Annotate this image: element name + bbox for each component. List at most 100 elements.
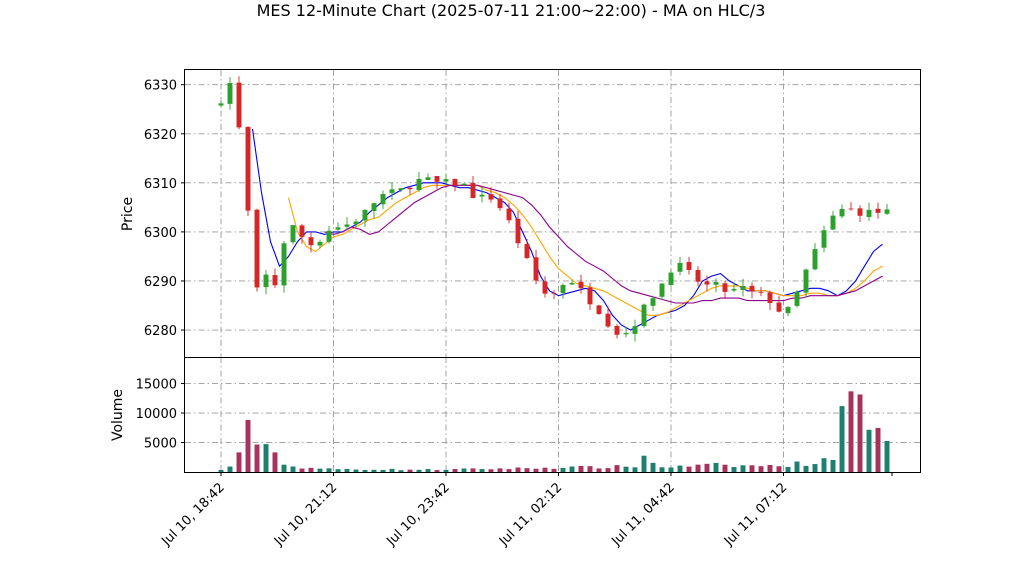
- price-tick-label: 6300: [144, 226, 177, 241]
- candle-body: [740, 285, 746, 291]
- candle-up: [344, 217, 350, 230]
- candle-down: [245, 126, 251, 217]
- candle-body: [695, 269, 701, 282]
- candle-body: [542, 281, 548, 294]
- volume-bar: [515, 467, 521, 472]
- candle-down: [578, 274, 584, 294]
- price-grid: [185, 70, 920, 357]
- candle-body: [524, 244, 530, 259]
- volume-bar: [695, 464, 701, 472]
- volume-bar: [659, 467, 665, 472]
- volume-bar: [281, 464, 287, 472]
- candle-body: [398, 188, 404, 190]
- candle-up: [326, 225, 332, 244]
- volume-bar: [290, 466, 296, 472]
- volume-bar: [218, 469, 224, 472]
- candle-body: [434, 176, 440, 182]
- volume-bar: [785, 466, 791, 472]
- volume-bar: [542, 467, 548, 472]
- volume-bar: [623, 466, 629, 472]
- candle-body: [650, 298, 656, 306]
- candle-up: [371, 202, 377, 219]
- volume-y-axis: 5000 10000 15000: [136, 378, 185, 452]
- volume-bar: [452, 469, 458, 472]
- candle-up: [317, 239, 323, 249]
- candle-body: [371, 203, 377, 211]
- candle-down: [614, 324, 620, 339]
- volume-bar: [551, 468, 557, 472]
- volume-axis-label: Volume: [110, 389, 126, 441]
- candle-body: [821, 230, 827, 248]
- volume-bar: [839, 406, 845, 472]
- candle-body: [236, 82, 242, 128]
- candle-body: [632, 326, 638, 334]
- candle-body: [218, 103, 224, 106]
- candle-body: [866, 209, 872, 217]
- candle-body: [812, 249, 818, 270]
- candle-up: [362, 209, 368, 227]
- volume-bar: [650, 462, 656, 472]
- price-axis-label: Price: [120, 197, 136, 231]
- candle-body: [803, 269, 809, 293]
- volume-bar: [722, 464, 728, 472]
- price-tick-label: 6310: [144, 177, 177, 192]
- candle-body: [533, 257, 539, 281]
- volume-bar: [362, 470, 368, 472]
- candle-body: [245, 126, 251, 211]
- candle-up: [641, 303, 647, 328]
- x-tick-label: Jul 11, 02:12: [496, 480, 565, 549]
- volume-bar: [380, 469, 386, 472]
- volume-bar: [704, 463, 710, 472]
- candle-body: [254, 209, 260, 288]
- candle-up: [281, 240, 287, 293]
- candle-body: [560, 284, 566, 294]
- candle-up: [812, 243, 818, 271]
- candle-down: [515, 211, 521, 249]
- candle-up: [227, 77, 233, 110]
- candle-body: [227, 83, 233, 104]
- candle-down: [695, 266, 701, 287]
- volume-bar: [641, 455, 647, 472]
- volume-bar: [731, 467, 737, 472]
- candle-down: [506, 202, 512, 224]
- candle-body: [605, 313, 611, 327]
- candle-up: [263, 270, 269, 295]
- price-tick-label: 6320: [144, 128, 177, 143]
- candle-body: [380, 194, 386, 205]
- volume-bar: [803, 465, 809, 472]
- candle-up: [398, 188, 404, 192]
- candle-down: [596, 304, 602, 315]
- candle-body: [623, 333, 629, 335]
- x-tick-label: Jul 10, 21:12: [271, 480, 340, 549]
- volume-bar: [326, 468, 332, 472]
- candle-up: [479, 187, 485, 203]
- x-tick-label: Jul 10, 23:42: [383, 480, 452, 549]
- candle-up: [290, 224, 296, 245]
- volume-bar: [740, 465, 746, 472]
- volume-bar: [884, 440, 890, 472]
- volume-bar: [812, 464, 818, 472]
- volume-bar: [605, 468, 611, 472]
- volume-bar: [308, 467, 314, 472]
- volume-tick-label: 15000: [136, 378, 177, 393]
- candle-body: [578, 281, 584, 289]
- volume-bar: [479, 469, 485, 472]
- candle-up: [569, 279, 575, 286]
- candle-down: [605, 306, 611, 329]
- candle-body: [875, 208, 881, 213]
- candle-down: [272, 268, 278, 288]
- candle-body: [785, 307, 791, 314]
- candle-body: [758, 292, 764, 294]
- volume-panel-frame: [184, 357, 921, 473]
- price-panel-frame: [184, 69, 921, 358]
- volume-bar: [299, 468, 305, 472]
- candle-body: [326, 230, 332, 242]
- volume-tick-label: 10000: [136, 407, 177, 422]
- candle-down: [497, 194, 503, 211]
- volume-bars: [218, 391, 890, 472]
- volume-bar: [614, 465, 620, 472]
- candle-body: [749, 285, 755, 292]
- candle-up: [884, 203, 890, 215]
- candle-body: [767, 292, 773, 304]
- candle-up: [677, 256, 683, 276]
